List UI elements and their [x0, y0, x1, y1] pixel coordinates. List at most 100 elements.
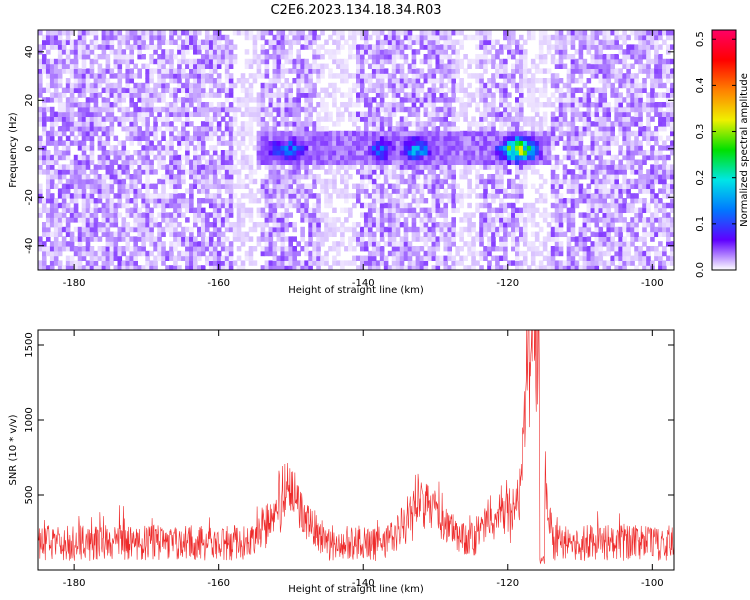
heatmap-cell [495, 106, 500, 113]
heatmap-cell [109, 126, 115, 132]
heatmap-cell [383, 255, 389, 261]
heatmap-cell [511, 150, 516, 156]
heatmap-cell [173, 106, 178, 113]
heatmap-cell [352, 226, 357, 233]
heatmap-cell [53, 174, 59, 180]
heatmap-cell [618, 164, 623, 170]
heatmap-cell [530, 250, 536, 257]
heatmap-cell [89, 159, 95, 165]
heatmap-cell [359, 260, 365, 266]
heatmap-cell [45, 164, 51, 170]
heatmap-cell [165, 82, 170, 89]
heatmap-cell [81, 154, 87, 161]
heatmap-cell [145, 106, 150, 113]
heatmap-cell [387, 212, 393, 218]
heatmap-cell [415, 226, 421, 233]
heatmap-cell [248, 121, 254, 127]
heatmap-cell [383, 92, 389, 98]
heatmap-cell [61, 68, 67, 74]
heatmap-cell [423, 102, 429, 108]
heatmap-cell [133, 198, 138, 204]
heatmap-cell [542, 116, 548, 122]
heatmap-cell [534, 236, 540, 242]
heatmap-cell [121, 188, 127, 194]
heatmap-cell [165, 73, 170, 79]
heatmap-cell [399, 188, 405, 194]
heatmap-cell [340, 236, 345, 242]
heatmap-cell [77, 212, 83, 218]
heatmap-cell [475, 178, 480, 185]
heatmap-cell [93, 222, 99, 228]
heatmap-cell [53, 183, 59, 189]
heatmap-cell [638, 111, 643, 117]
heatmap-cell [515, 222, 520, 228]
heatmap-cell [212, 92, 218, 98]
heatmap-cell [320, 130, 325, 137]
heatmap-cell [359, 116, 365, 122]
heatmap-cell [411, 169, 417, 175]
heatmap-cell [145, 260, 150, 266]
heatmap-cell [244, 231, 250, 237]
heatmap-cell [447, 154, 453, 161]
heatmap-cell [145, 207, 150, 213]
heatmap-cell [185, 92, 190, 98]
heatmap-cell [228, 154, 234, 161]
heatmap-cell [371, 154, 377, 161]
heatmap-cell [538, 150, 544, 156]
heatmap-cell [121, 246, 127, 252]
heatmap-cell [475, 87, 480, 93]
heatmap-cell [634, 231, 639, 237]
heatmap-cell [240, 154, 246, 161]
heatmap-cell [185, 169, 190, 175]
heatmap-cell [141, 212, 146, 218]
heatmap-cell [81, 174, 87, 180]
heatmap-cell [177, 140, 182, 146]
heatmap-cell [117, 260, 123, 266]
heatmap-cell [185, 246, 190, 252]
heatmap-cell [49, 212, 55, 218]
heatmap-cell [324, 111, 329, 117]
heatmap-cell [169, 121, 174, 127]
heatmap-cell [515, 97, 520, 103]
heatmap-cell [129, 140, 135, 146]
heatmap-cell [212, 68, 218, 74]
heatmap-cell [642, 260, 647, 266]
heatmap-cell [220, 154, 226, 161]
heatmap-cell [248, 140, 254, 146]
heatmap-cell [248, 130, 254, 137]
heatmap-cell [670, 207, 674, 213]
heatmap-cell [224, 150, 230, 156]
heatmap-cell [399, 250, 405, 257]
heatmap-cell [157, 82, 162, 89]
heatmap-cell [526, 116, 532, 122]
heatmap-cell [650, 222, 655, 228]
heatmap-cell [264, 222, 270, 228]
heatmap-cell [137, 174, 142, 180]
heatmap-cell [304, 116, 309, 122]
heatmap-cell [41, 260, 47, 266]
heatmap-cell [515, 250, 520, 257]
heatmap-cell [280, 217, 286, 223]
heatmap-cell [403, 97, 409, 103]
heatmap-cell [133, 130, 138, 137]
heatmap-cell [534, 145, 540, 151]
heatmap-cell [594, 198, 600, 204]
heatmap-cell [296, 260, 301, 266]
heatmap-cell [232, 164, 238, 170]
heatmap-cell [590, 164, 596, 170]
heatmap-cell [197, 97, 202, 103]
heatmap-cell [49, 116, 55, 122]
heatmap-cell [316, 178, 321, 185]
heatmap-cell [216, 250, 222, 257]
heatmap-cell [526, 87, 532, 93]
heatmap-cell [276, 260, 282, 266]
heatmap-cell [97, 207, 103, 213]
heatmap-cell [475, 73, 480, 79]
heatmap-cell [77, 145, 83, 151]
heatmap-cell [340, 265, 345, 270]
heatmap-cell [316, 145, 321, 151]
heatmap-cell [312, 145, 317, 151]
heatmap-cell [542, 241, 548, 247]
heatmap-cell [395, 140, 401, 146]
heatmap-cell [399, 140, 405, 146]
